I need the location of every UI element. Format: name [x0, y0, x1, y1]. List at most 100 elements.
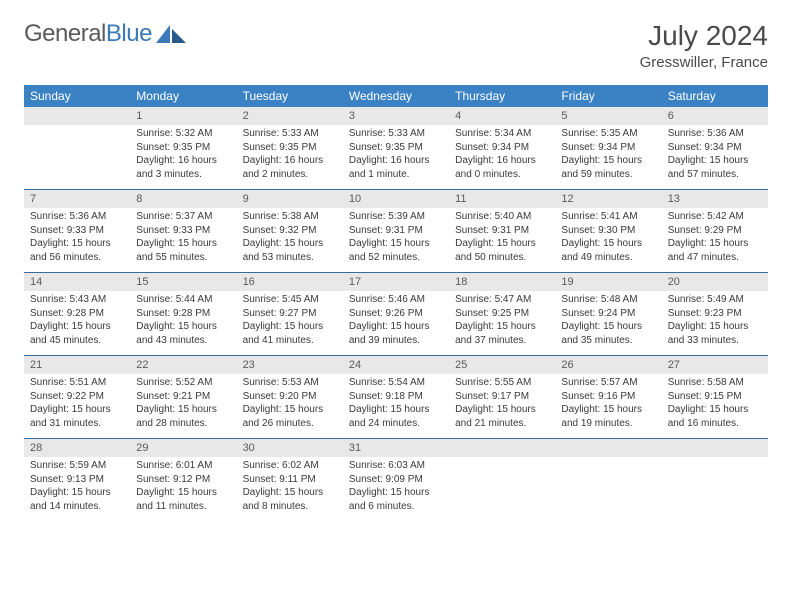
sunrise-text: Sunrise: 5:55 AM [455, 376, 549, 390]
calendar-cell: 5Sunrise: 5:35 AMSunset: 9:34 PMDaylight… [555, 107, 661, 190]
sunrise-text: Sunrise: 6:01 AM [136, 459, 230, 473]
daylight-text: Daylight: 15 hours and 28 minutes. [136, 403, 230, 430]
calendar-cell: 16Sunrise: 5:45 AMSunset: 9:27 PMDayligh… [237, 273, 343, 356]
sunset-text: Sunset: 9:34 PM [561, 141, 655, 155]
calendar-cell: 2Sunrise: 5:33 AMSunset: 9:35 PMDaylight… [237, 107, 343, 190]
day-data: Sunrise: 6:02 AMSunset: 9:11 PMDaylight:… [237, 457, 343, 521]
sunrise-text: Sunrise: 5:33 AM [349, 127, 443, 141]
day-number: 7 [24, 190, 130, 208]
sunrise-text: Sunrise: 6:02 AM [243, 459, 337, 473]
calendar-cell: 22Sunrise: 5:52 AMSunset: 9:21 PMDayligh… [130, 356, 236, 439]
sunrise-text: Sunrise: 5:37 AM [136, 210, 230, 224]
sunset-text: Sunset: 9:35 PM [243, 141, 337, 155]
calendar-cell: 9Sunrise: 5:38 AMSunset: 9:32 PMDaylight… [237, 190, 343, 273]
day-number: 24 [343, 356, 449, 374]
weekday-header: Wednesday [343, 85, 449, 107]
sunset-text: Sunset: 9:34 PM [668, 141, 762, 155]
calendar-row: 21Sunrise: 5:51 AMSunset: 9:22 PMDayligh… [24, 356, 768, 439]
calendar-cell: 29Sunrise: 6:01 AMSunset: 9:12 PMDayligh… [130, 439, 236, 522]
daylight-text: Daylight: 15 hours and 56 minutes. [30, 237, 124, 264]
day-data: Sunrise: 5:59 AMSunset: 9:13 PMDaylight:… [24, 457, 130, 521]
day-number: 27 [662, 356, 768, 374]
sunset-text: Sunset: 9:29 PM [668, 224, 762, 238]
daylight-text: Daylight: 15 hours and 24 minutes. [349, 403, 443, 430]
daylight-text: Daylight: 15 hours and 53 minutes. [243, 237, 337, 264]
daylight-text: Daylight: 15 hours and 31 minutes. [30, 403, 124, 430]
day-data: Sunrise: 5:33 AMSunset: 9:35 PMDaylight:… [237, 125, 343, 189]
day-data: Sunrise: 5:33 AMSunset: 9:35 PMDaylight:… [343, 125, 449, 189]
sunrise-text: Sunrise: 5:41 AM [561, 210, 655, 224]
daylight-text: Daylight: 15 hours and 52 minutes. [349, 237, 443, 264]
sunset-text: Sunset: 9:35 PM [349, 141, 443, 155]
day-number: 1 [130, 107, 236, 125]
calendar-cell [555, 439, 661, 522]
calendar-cell: 17Sunrise: 5:46 AMSunset: 9:26 PMDayligh… [343, 273, 449, 356]
sunset-text: Sunset: 9:34 PM [455, 141, 549, 155]
daylight-text: Daylight: 15 hours and 39 minutes. [349, 320, 443, 347]
day-data: Sunrise: 5:54 AMSunset: 9:18 PMDaylight:… [343, 374, 449, 438]
sunset-text: Sunset: 9:13 PM [30, 473, 124, 487]
day-data: Sunrise: 5:39 AMSunset: 9:31 PMDaylight:… [343, 208, 449, 272]
daylight-text: Daylight: 15 hours and 41 minutes. [243, 320, 337, 347]
weekday-header: Monday [130, 85, 236, 107]
sunrise-text: Sunrise: 5:48 AM [561, 293, 655, 307]
calendar-table: SundayMondayTuesdayWednesdayThursdayFrid… [24, 85, 768, 521]
sunset-text: Sunset: 9:23 PM [668, 307, 762, 321]
daylight-text: Daylight: 15 hours and 57 minutes. [668, 154, 762, 181]
calendar-cell: 11Sunrise: 5:40 AMSunset: 9:31 PMDayligh… [449, 190, 555, 273]
daylight-text: Daylight: 15 hours and 16 minutes. [668, 403, 762, 430]
weekday-header: Tuesday [237, 85, 343, 107]
day-number: 28 [24, 439, 130, 457]
day-number: 19 [555, 273, 661, 291]
sunset-text: Sunset: 9:15 PM [668, 390, 762, 404]
calendar-cell: 3Sunrise: 5:33 AMSunset: 9:35 PMDaylight… [343, 107, 449, 190]
day-number: 2 [237, 107, 343, 125]
daylight-text: Daylight: 16 hours and 2 minutes. [243, 154, 337, 181]
logo-text-1: General [24, 20, 106, 47]
day-data: Sunrise: 6:01 AMSunset: 9:12 PMDaylight:… [130, 457, 236, 521]
day-data: Sunrise: 5:52 AMSunset: 9:21 PMDaylight:… [130, 374, 236, 438]
day-number: 14 [24, 273, 130, 291]
weekday-header: Friday [555, 85, 661, 107]
daylight-text: Daylight: 15 hours and 55 minutes. [136, 237, 230, 264]
sunset-text: Sunset: 9:28 PM [30, 307, 124, 321]
logo: GeneralBlue [24, 20, 188, 48]
calendar-cell: 24Sunrise: 5:54 AMSunset: 9:18 PMDayligh… [343, 356, 449, 439]
daylight-text: Daylight: 16 hours and 0 minutes. [455, 154, 549, 181]
daylight-text: Daylight: 15 hours and 45 minutes. [30, 320, 124, 347]
daylight-text: Daylight: 15 hours and 11 minutes. [136, 486, 230, 513]
sunset-text: Sunset: 9:11 PM [243, 473, 337, 487]
calendar-cell: 6Sunrise: 5:36 AMSunset: 9:34 PMDaylight… [662, 107, 768, 190]
sunrise-text: Sunrise: 5:54 AM [349, 376, 443, 390]
daylight-text: Daylight: 16 hours and 3 minutes. [136, 154, 230, 181]
sunrise-text: Sunrise: 5:44 AM [136, 293, 230, 307]
calendar-cell [24, 107, 130, 190]
sunset-text: Sunset: 9:32 PM [243, 224, 337, 238]
day-number: 13 [662, 190, 768, 208]
day-number: 20 [662, 273, 768, 291]
sunrise-text: Sunrise: 5:36 AM [30, 210, 124, 224]
sunrise-text: Sunrise: 5:52 AM [136, 376, 230, 390]
sunset-text: Sunset: 9:30 PM [561, 224, 655, 238]
calendar-cell: 25Sunrise: 5:55 AMSunset: 9:17 PMDayligh… [449, 356, 555, 439]
day-number: 21 [24, 356, 130, 374]
calendar-cell: 20Sunrise: 5:49 AMSunset: 9:23 PMDayligh… [662, 273, 768, 356]
day-data: Sunrise: 5:45 AMSunset: 9:27 PMDaylight:… [237, 291, 343, 355]
calendar-row: 14Sunrise: 5:43 AMSunset: 9:28 PMDayligh… [24, 273, 768, 356]
calendar-row: 7Sunrise: 5:36 AMSunset: 9:33 PMDaylight… [24, 190, 768, 273]
daylight-text: Daylight: 15 hours and 19 minutes. [561, 403, 655, 430]
sunrise-text: Sunrise: 5:45 AM [243, 293, 337, 307]
daylight-text: Daylight: 15 hours and 21 minutes. [455, 403, 549, 430]
daylight-text: Daylight: 15 hours and 43 minutes. [136, 320, 230, 347]
daylight-text: Daylight: 15 hours and 33 minutes. [668, 320, 762, 347]
day-data: Sunrise: 5:44 AMSunset: 9:28 PMDaylight:… [130, 291, 236, 355]
sunset-text: Sunset: 9:26 PM [349, 307, 443, 321]
calendar-head: SundayMondayTuesdayWednesdayThursdayFrid… [24, 85, 768, 107]
sunrise-text: Sunrise: 6:03 AM [349, 459, 443, 473]
calendar-row: 1Sunrise: 5:32 AMSunset: 9:35 PMDaylight… [24, 107, 768, 190]
sunrise-text: Sunrise: 5:42 AM [668, 210, 762, 224]
sunset-text: Sunset: 9:28 PM [136, 307, 230, 321]
day-number: 29 [130, 439, 236, 457]
day-number [449, 439, 555, 457]
day-data: Sunrise: 5:42 AMSunset: 9:29 PMDaylight:… [662, 208, 768, 272]
